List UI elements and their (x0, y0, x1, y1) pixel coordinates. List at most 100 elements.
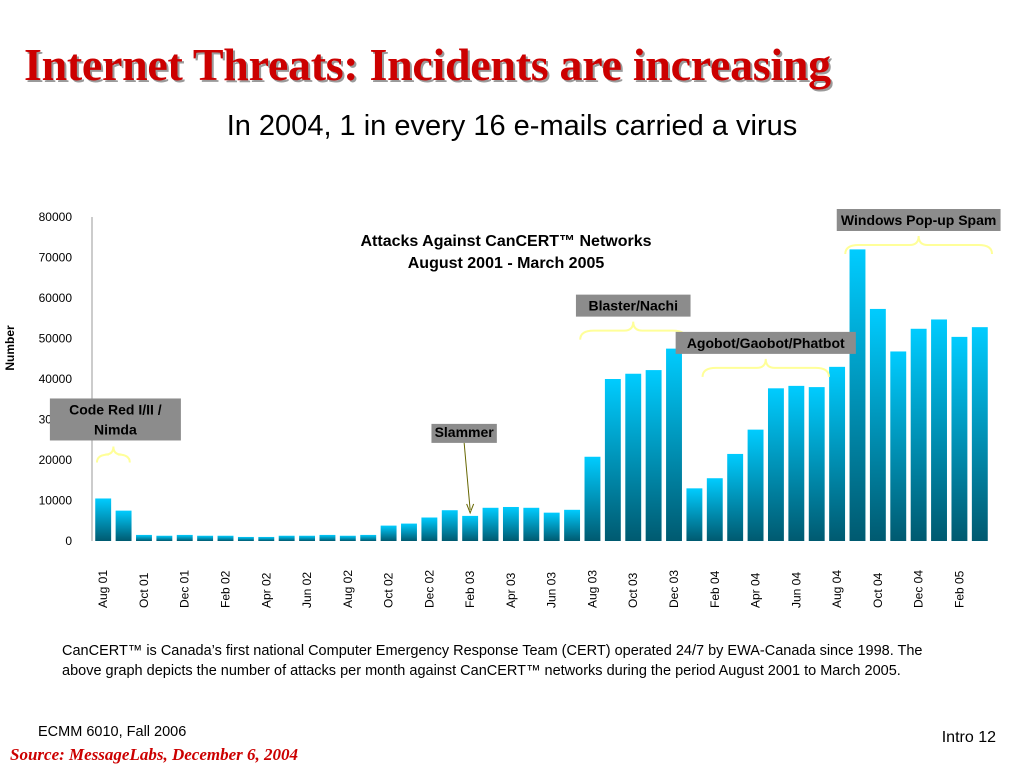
bar-sep-04 (849, 249, 866, 541)
bar-jun-04 (788, 385, 805, 541)
bar-jan-02 (197, 535, 214, 541)
bar-feb-05 (951, 336, 968, 541)
bar-series (95, 249, 988, 542)
annotation-box (836, 209, 1001, 231)
bar-oct-04 (869, 308, 886, 541)
x-tick-label: Apr 02 (259, 572, 273, 608)
bar-feb-03 (462, 515, 479, 541)
y-tick-label: 40000 (39, 372, 73, 386)
y-axis-ticks: 0100002000030000400005000060000700008000… (39, 210, 73, 548)
x-axis-ticks: Aug 01 Oct 01 Dec 01 Feb 02 Apr 02 Jun 02 Aug … (96, 570, 966, 608)
bar-nov-01 (156, 535, 173, 541)
x-tick-label: Apr 03 (504, 572, 518, 608)
bar-apr-03 (502, 506, 519, 541)
x-tick-label: Oct 03 (626, 572, 640, 608)
bar-mar-03 (482, 507, 499, 541)
bar-dec-01 (176, 534, 193, 541)
bar-jul-02 (319, 534, 336, 541)
x-tick-label: Dec 03 (667, 570, 681, 608)
annotation-box (49, 398, 181, 441)
chart-subtitle: August 2001 - March 2005 (408, 255, 605, 272)
chart-caption: CanCERT™ is Canada’s first national Comp… (62, 643, 923, 679)
brace-icon (95, 446, 131, 463)
slide-subtitle: In 2004, 1 in every 16 e-mails carried a… (226, 110, 798, 142)
arrowhead-icon (466, 503, 475, 515)
annotation-arrow (463, 442, 471, 510)
bar-mar-04 (727, 453, 744, 541)
bar-aug-02 (339, 535, 356, 541)
x-tick-label: Oct 04 (871, 572, 885, 608)
x-tick-label: Jun 02 (300, 572, 314, 608)
bar-apr-02 (258, 536, 275, 541)
bar-sep-02 (360, 534, 377, 541)
footer-source: Source: MessageLabs, December 6, 2004 (10, 745, 299, 764)
bar-dec-02 (421, 517, 438, 541)
bar-may-03 (523, 507, 540, 541)
y-tick-label: 10000 (39, 494, 73, 508)
bar-jan-03 (441, 510, 458, 541)
bar-feb-02 (217, 535, 234, 541)
x-tick-label: Oct 02 (382, 572, 396, 608)
x-tick-label: Feb 05 (952, 570, 966, 608)
x-tick-label: Dec 02 (422, 570, 436, 608)
slide-title: Internet Threats: Incidents are increasi… (24, 39, 831, 90)
bar-oct-03 (625, 373, 642, 541)
bar-mar-05 (971, 327, 988, 541)
x-tick-label: Aug 04 (830, 570, 844, 608)
annotation-box (431, 423, 497, 443)
annotations: Code Red I/II / Nimda Slammer Blaster/Nachi… (49, 209, 1001, 515)
bar-feb-04 (706, 478, 723, 541)
bar-mar-02 (237, 536, 254, 541)
annotation-label: Slammer (435, 424, 495, 440)
bar-jun-03 (543, 512, 560, 541)
x-tick-label: Oct 01 (137, 572, 151, 608)
bar-may-02 (278, 535, 295, 541)
bar-jan-05 (931, 319, 947, 541)
y-axis-label: Number (3, 325, 17, 371)
bar-aug-03 (584, 456, 601, 541)
y-tick-label: 50000 (39, 332, 73, 346)
x-tick-label: Jun 04 (789, 572, 803, 608)
bar-jul-03 (564, 509, 581, 541)
bar-may-04 (767, 388, 784, 541)
bar-dec-04 (910, 328, 927, 541)
bar-oct-01 (136, 534, 152, 541)
y-tick-label: 0 (65, 534, 72, 548)
bar-nov-04 (890, 351, 907, 541)
x-tick-label: Aug 03 (585, 570, 599, 608)
bar-nov-02 (401, 523, 417, 541)
bar-nov-03 (645, 370, 662, 541)
bar-aug-04 (829, 366, 846, 541)
x-tick-label: Feb 02 (219, 570, 233, 608)
bar-oct-02 (380, 525, 397, 541)
x-tick-label: Apr 04 (749, 572, 763, 608)
annotation-label: Agobot/Gaobot/Phatbot (687, 335, 845, 351)
y-tick-label: 60000 (39, 291, 73, 305)
x-tick-label: Jun 03 (545, 572, 559, 608)
bar-jan-04 (686, 488, 703, 541)
bar-jun-02 (299, 535, 316, 541)
x-tick-label: Feb 04 (708, 570, 722, 608)
bar-dec-03 (666, 348, 682, 542)
chart-title: Attacks Against CanCERT™ Networks (360, 233, 651, 250)
y-tick-label: 70000 (39, 251, 73, 265)
annotation-label: Code Red I/II / (69, 401, 162, 417)
bar-sep-03 (604, 379, 621, 541)
bar-apr-04 (747, 429, 764, 542)
footer-page-number: Intro 12 (941, 729, 996, 746)
x-tick-label: Aug 01 (96, 570, 110, 608)
x-tick-label: Dec 04 (912, 570, 926, 608)
y-tick-label: 80000 (39, 210, 73, 224)
attacks-bar-chart: Attacks Against CanCERT™ Networks August… (3, 209, 1001, 608)
bar-sep-01 (115, 510, 132, 542)
bar-aug-01 (95, 498, 112, 541)
brace-icon (844, 235, 994, 255)
annotation-label: Nimda (94, 421, 137, 437)
brace-icon (579, 321, 688, 340)
brace-icon (701, 358, 830, 377)
bar-jul-04 (808, 387, 825, 541)
x-tick-label: Dec 01 (178, 570, 192, 608)
annotation-box (675, 331, 856, 354)
annotation-label: Windows Pop-up Spam (841, 212, 996, 228)
footer-course: ECMM 6010, Fall 2006 (38, 724, 187, 740)
